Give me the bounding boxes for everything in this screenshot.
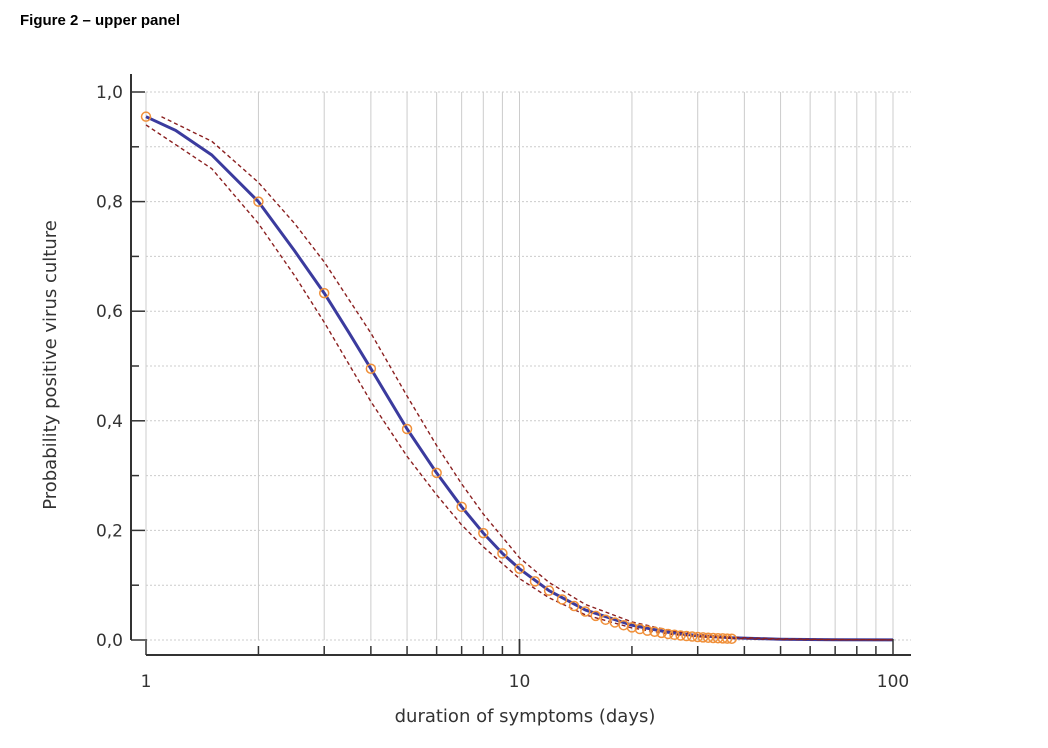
data-point	[669, 629, 680, 641]
data-point	[626, 622, 638, 633]
data-point	[590, 610, 601, 622]
axes: 0,0 0,2 0,4 0,6 0,8 1,0 1 10 100	[96, 74, 911, 692]
data-point	[529, 576, 541, 587]
upper-ci-curve	[161, 116, 894, 641]
data-point	[543, 585, 555, 596]
data-point	[600, 614, 611, 625]
y-tick-label: 0,6	[96, 302, 123, 322]
data-point	[401, 423, 413, 435]
data-point	[697, 632, 709, 643]
figure-title: Figure 2 – upper panel	[20, 12, 181, 29]
data-point	[634, 623, 646, 635]
data-point	[580, 606, 591, 617]
data-point	[686, 631, 698, 642]
y-tick-label: 0,8	[96, 193, 123, 213]
data-point	[318, 287, 330, 299]
data-point	[365, 363, 377, 374]
data-point	[556, 594, 568, 605]
x-axis-title: duration of symptoms (days)	[395, 706, 656, 727]
data-point	[656, 627, 667, 639]
data-point	[514, 563, 525, 575]
data-point	[253, 196, 264, 207]
data-point	[478, 527, 489, 539]
lower-ci-curve	[145, 124, 894, 641]
data-point	[692, 631, 703, 643]
data-point	[675, 630, 686, 641]
data-point	[568, 600, 580, 612]
y-tick-label: 0,4	[96, 412, 123, 432]
data-point	[662, 628, 674, 640]
y-tick-label: 0,0	[96, 631, 123, 651]
y-tick-label: 1,0	[96, 83, 123, 103]
data-point	[649, 626, 660, 638]
grid	[145, 91, 911, 641]
data-point	[642, 625, 653, 636]
data-point	[497, 548, 508, 559]
data-point	[431, 467, 442, 479]
data-point	[726, 633, 737, 644]
data-points	[140, 111, 737, 644]
x-tick-label: 100	[877, 672, 909, 692]
x-tick-label: 1	[141, 672, 152, 692]
data-point	[722, 633, 733, 644]
y-tick-label: 0,2	[96, 521, 123, 541]
data-point	[681, 630, 692, 642]
data-point	[140, 111, 152, 122]
y-axis-title: Probability positive virus culture	[40, 220, 61, 510]
data-point	[456, 501, 467, 513]
data-point	[702, 632, 714, 643]
x-tick-label: 10	[509, 672, 531, 692]
